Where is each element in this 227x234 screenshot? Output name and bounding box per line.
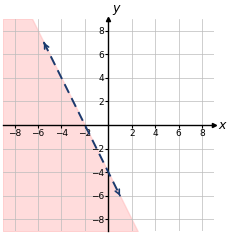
Text: y: y: [111, 2, 119, 15]
Text: x: x: [218, 118, 225, 132]
